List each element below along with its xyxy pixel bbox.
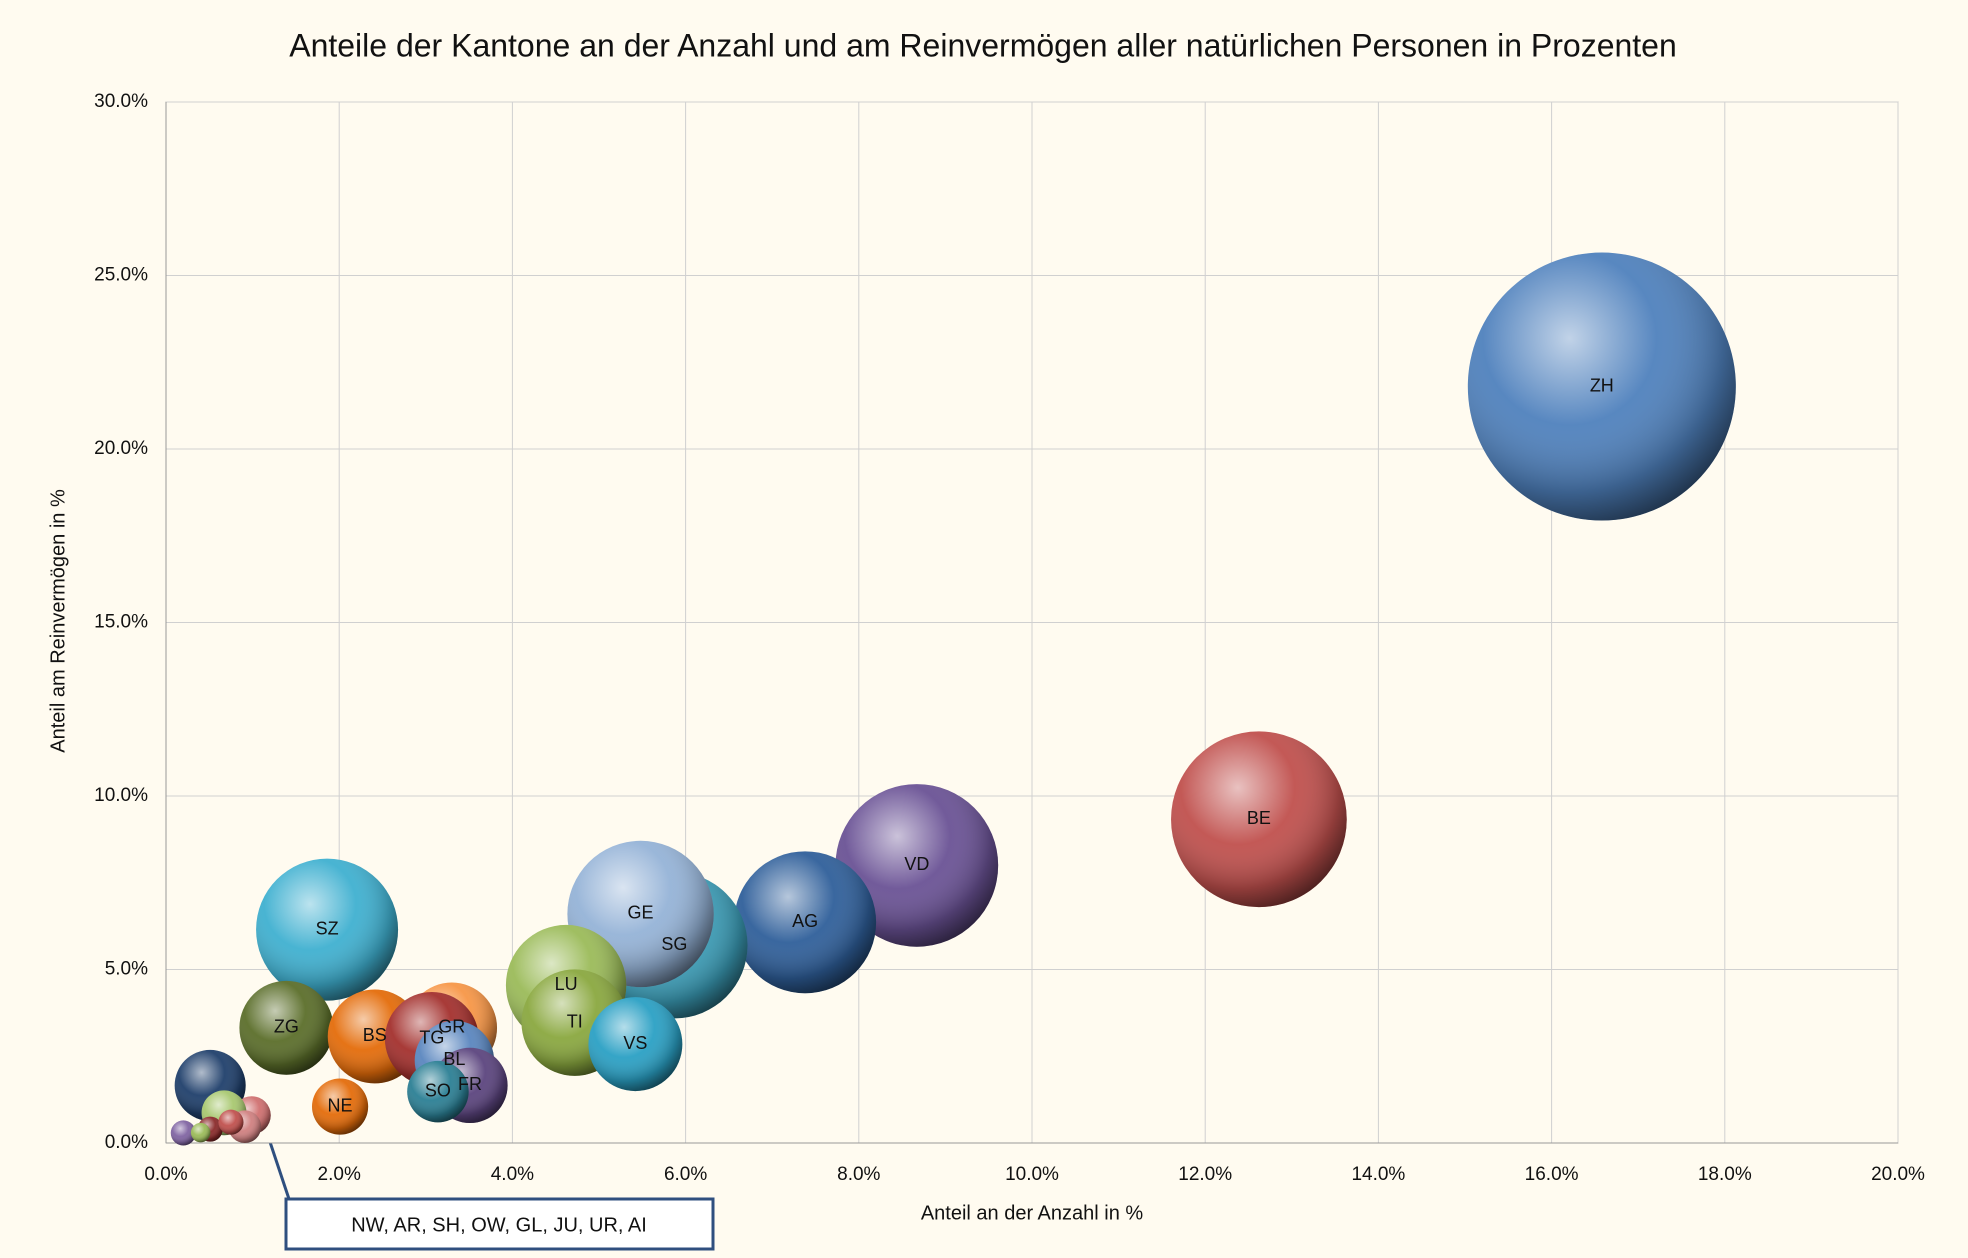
bubble-shine xyxy=(407,1060,469,1123)
bubble-shine xyxy=(170,1120,196,1146)
x-tick-label: 2.0% xyxy=(318,1164,361,1185)
annotation-pointer xyxy=(265,1132,293,1206)
bubble-shine xyxy=(1467,252,1736,521)
bubble-label: SG xyxy=(661,934,687,954)
bubble-label: ZH xyxy=(1590,375,1614,395)
bubble-shine xyxy=(734,851,877,994)
y-tick-label: 0.0% xyxy=(105,1132,148,1153)
y-tick-label: 30.0% xyxy=(94,91,148,112)
x-tick-label: 18.0% xyxy=(1698,1164,1752,1185)
bubble-label: GR xyxy=(438,1017,465,1037)
bubble-shine xyxy=(239,980,334,1075)
bubble-shine xyxy=(190,1122,211,1143)
y-tick-label: 15.0% xyxy=(94,612,148,633)
y-tick-label: 5.0% xyxy=(105,959,148,980)
x-tick-label: 10.0% xyxy=(1005,1164,1059,1185)
bubble-shine xyxy=(835,784,999,947)
bubble-label: FR xyxy=(458,1074,482,1094)
bubble-label: SZ xyxy=(316,918,339,938)
x-tick-label: 12.0% xyxy=(1178,1164,1232,1185)
bubble-label: AG xyxy=(792,911,818,931)
bubble-label: BE xyxy=(1247,808,1271,828)
x-tick-label: 4.0% xyxy=(491,1164,534,1185)
x-tick-label: 16.0% xyxy=(1525,1164,1579,1185)
bubble-shine xyxy=(218,1109,244,1135)
bubble-shine xyxy=(588,997,683,1092)
bubble-label: LU xyxy=(555,974,578,994)
y-tick-label: 20.0% xyxy=(94,438,148,459)
x-axis-title: Anteil an der Anzahl in % xyxy=(921,1202,1144,1224)
bubble-shine xyxy=(312,1078,369,1135)
x-tick-label: 6.0% xyxy=(664,1164,707,1185)
chart-title: Anteile der Kantone an der Anzahl und am… xyxy=(289,27,1677,63)
x-tick-label: 20.0% xyxy=(1871,1164,1925,1185)
bubble-label: TI xyxy=(567,1011,583,1031)
bubble-shine xyxy=(1171,731,1347,908)
bubble-label: VS xyxy=(623,1033,647,1053)
annotation-text: NW, AR, SH, OW, GL, JU, UR, AI xyxy=(351,1214,647,1236)
x-tick-label: 0.0% xyxy=(144,1164,187,1185)
bubble-label: BL xyxy=(443,1049,465,1069)
annotation-box xyxy=(284,1197,715,1251)
y-tick-label: 10.0% xyxy=(94,785,148,806)
bubble-label: ZG xyxy=(274,1017,299,1037)
bubble-label: SO xyxy=(425,1080,451,1100)
bubble-label: NE xyxy=(328,1095,353,1115)
bubble-label: VD xyxy=(904,854,929,874)
x-tick-label: 8.0% xyxy=(837,1164,880,1185)
y-axis-title: Anteil am Reinvermögen in % xyxy=(47,489,69,753)
bubble-label: GE xyxy=(628,903,654,923)
bubble-label: BS xyxy=(363,1025,387,1045)
y-tick-label: 25.0% xyxy=(94,265,148,286)
bubble-shine xyxy=(256,858,399,1001)
x-tick-label: 14.0% xyxy=(1351,1164,1405,1185)
bubble-label: TG xyxy=(419,1028,444,1048)
